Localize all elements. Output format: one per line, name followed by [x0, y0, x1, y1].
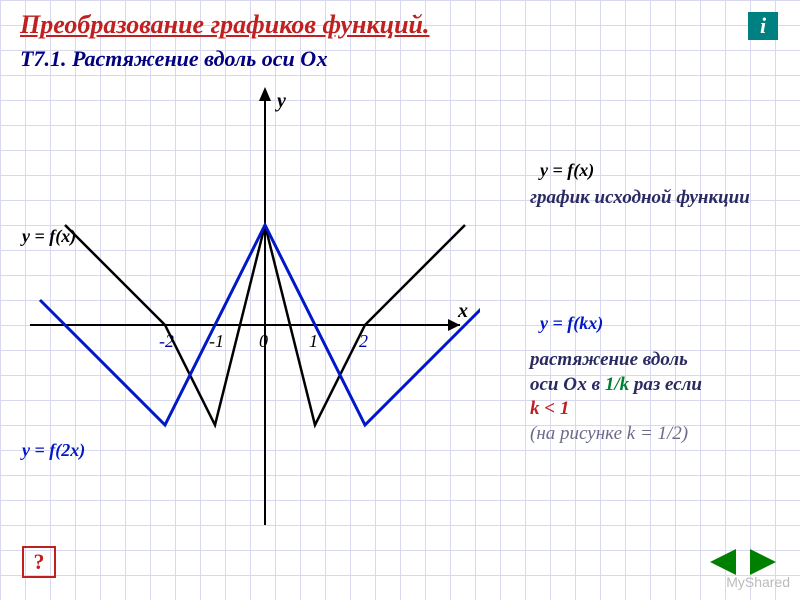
desc-line1: растяжение вдоль: [530, 348, 790, 373]
desc-param-body: растяжение вдоль оси Ох в 1/k раз если k…: [530, 348, 790, 447]
desc-line2: оси Ох в 1/k раз если: [530, 373, 790, 398]
help-button[interactable]: ?: [22, 546, 56, 578]
desc-line4: (на рисунке k = 1/2): [530, 422, 790, 447]
label-f-param-right-head: y = f(kx): [540, 313, 603, 334]
arrow-left-icon: [706, 547, 740, 577]
page-subtitle: T7.1. Растяжение вдоль оси Ох: [20, 46, 328, 72]
label-f-original-left: y = f(x): [22, 226, 76, 247]
svg-text:y: y: [275, 90, 286, 112]
function-chart: yx-2-1012: [20, 75, 480, 540]
desc-l2b: 1/k: [605, 374, 629, 395]
desc-line3: k < 1: [530, 397, 790, 422]
arrow-right-icon: [746, 547, 780, 577]
desc-l2a: оси Ох в: [530, 374, 605, 395]
desc-l2c: раз если: [629, 374, 702, 395]
desc-original-body: график исходной функции: [530, 186, 780, 211]
svg-text:0: 0: [259, 331, 268, 351]
label-f-stretched-left: y = f(2x): [22, 440, 85, 461]
help-icon: ?: [34, 549, 45, 575]
info-icon[interactable]: i: [748, 12, 778, 40]
svg-text:x: x: [457, 300, 468, 322]
watermark: MyShared: [726, 574, 790, 590]
page-title: Преобразование графиков функций.: [20, 10, 430, 40]
label-f-original-right-head: y = f(x): [540, 160, 594, 181]
svg-text:1: 1: [309, 331, 318, 351]
info-glyph: i: [760, 13, 766, 39]
chart-svg: yx-2-1012: [20, 75, 480, 535]
